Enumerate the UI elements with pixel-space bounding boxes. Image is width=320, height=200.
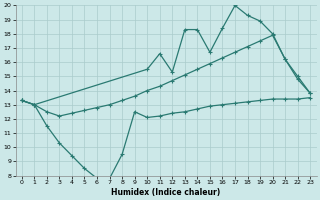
X-axis label: Humidex (Indice chaleur): Humidex (Indice chaleur)	[111, 188, 221, 197]
